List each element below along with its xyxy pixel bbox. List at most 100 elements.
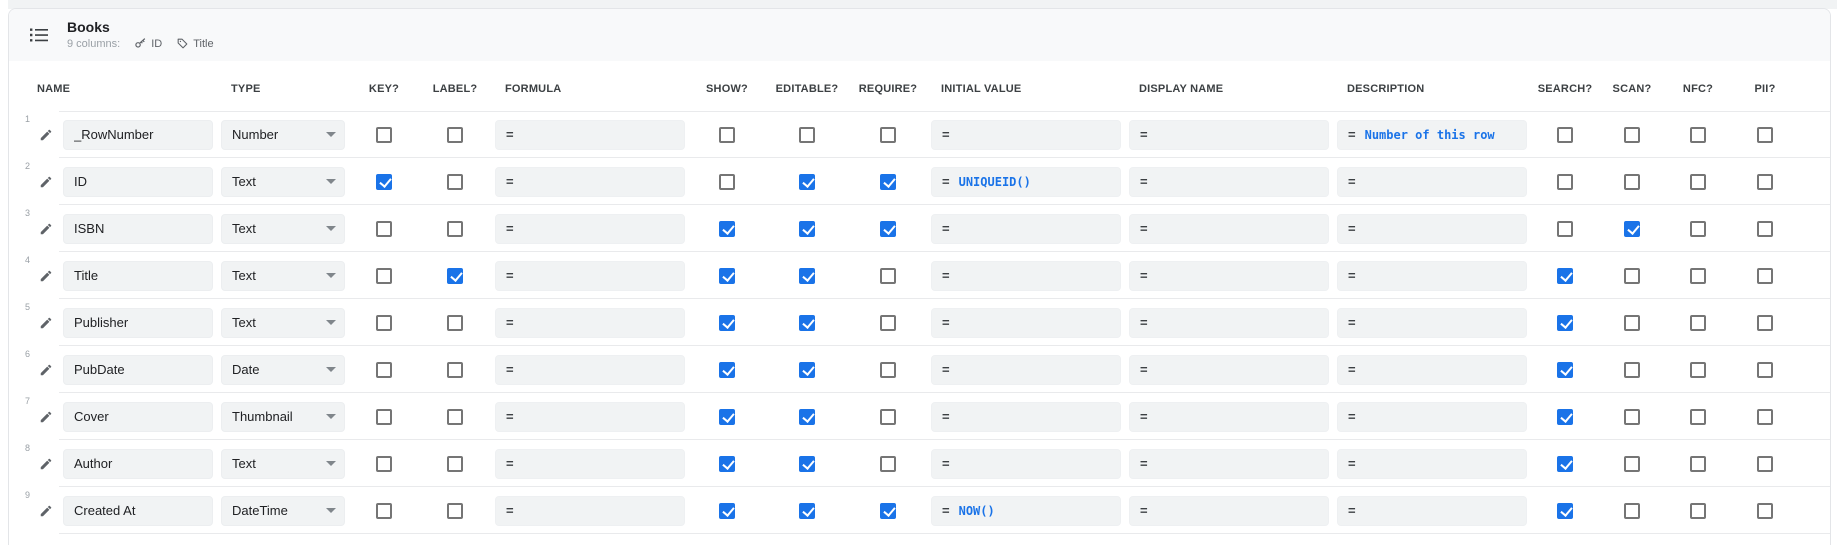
formula-field[interactable]: =	[495, 307, 685, 338]
display-name-field[interactable]: =	[1129, 166, 1329, 197]
checkbox-require[interactable]	[880, 455, 896, 472]
checkbox-scan[interactable]	[1624, 361, 1640, 378]
checkbox-nfc[interactable]	[1690, 267, 1706, 284]
display-name-field[interactable]: =	[1129, 448, 1329, 479]
edit-column-button[interactable]	[39, 503, 55, 519]
type-select[interactable]: Text	[221, 260, 345, 291]
initial-value-field[interactable]: =	[931, 119, 1121, 150]
checkbox-show[interactable]	[719, 502, 735, 519]
checkbox-key[interactable]	[376, 173, 392, 190]
checkbox-search[interactable]	[1557, 361, 1573, 378]
initial-value-field[interactable]: =	[931, 213, 1121, 244]
checkbox-show[interactable]	[719, 408, 735, 425]
checkbox-search[interactable]	[1557, 502, 1573, 519]
type-select[interactable]: Thumbnail	[221, 401, 345, 432]
formula-field[interactable]: =	[495, 260, 685, 291]
description-field[interactable]: =	[1337, 213, 1527, 244]
initial-value-field[interactable]: = UNIQUEID()	[931, 166, 1121, 197]
initial-value-field[interactable]: =	[931, 401, 1121, 432]
name-input[interactable]	[63, 448, 213, 479]
checkbox-pii[interactable]	[1757, 220, 1773, 237]
checkbox-editable[interactable]	[799, 173, 815, 190]
checkbox-show[interactable]	[719, 361, 735, 378]
checkbox-pii[interactable]	[1757, 408, 1773, 425]
checkbox-nfc[interactable]	[1690, 361, 1706, 378]
name-input[interactable]	[63, 401, 213, 432]
checkbox-label[interactable]	[447, 126, 463, 143]
name-input[interactable]	[63, 166, 213, 197]
description-field[interactable]: = Number of this row	[1337, 119, 1527, 150]
initial-value-field[interactable]: =	[931, 260, 1121, 291]
type-select[interactable]: Number	[221, 119, 345, 150]
formula-field[interactable]: =	[495, 448, 685, 479]
checkbox-require[interactable]	[880, 361, 896, 378]
display-name-field[interactable]: =	[1129, 260, 1329, 291]
checkbox-scan[interactable]	[1624, 126, 1640, 143]
description-field[interactable]: =	[1337, 354, 1527, 385]
formula-field[interactable]: =	[495, 166, 685, 197]
formula-field[interactable]: =	[495, 401, 685, 432]
name-input[interactable]	[63, 260, 213, 291]
checkbox-nfc[interactable]	[1690, 314, 1706, 331]
description-field[interactable]: =	[1337, 166, 1527, 197]
checkbox-label[interactable]	[447, 314, 463, 331]
checkbox-key[interactable]	[376, 220, 392, 237]
checkbox-editable[interactable]	[799, 314, 815, 331]
type-select[interactable]: DateTime	[221, 495, 345, 526]
initial-value-field[interactable]: =	[931, 307, 1121, 338]
checkbox-pii[interactable]	[1757, 126, 1773, 143]
type-select[interactable]: Text	[221, 166, 345, 197]
name-input[interactable]	[63, 119, 213, 150]
edit-column-button[interactable]	[39, 409, 55, 425]
checkbox-key[interactable]	[376, 455, 392, 472]
checkbox-pii[interactable]	[1757, 314, 1773, 331]
checkbox-editable[interactable]	[799, 126, 815, 143]
checkbox-editable[interactable]	[799, 455, 815, 472]
checkbox-label[interactable]	[447, 455, 463, 472]
formula-field[interactable]: =	[495, 354, 685, 385]
checkbox-pii[interactable]	[1757, 267, 1773, 284]
checkbox-scan[interactable]	[1624, 220, 1640, 237]
edit-column-button[interactable]	[39, 315, 55, 331]
checkbox-nfc[interactable]	[1690, 455, 1706, 472]
checkbox-scan[interactable]	[1624, 408, 1640, 425]
checkbox-editable[interactable]	[799, 408, 815, 425]
checkbox-key[interactable]	[376, 267, 392, 284]
checkbox-key[interactable]	[376, 314, 392, 331]
initial-value-field[interactable]: =	[931, 448, 1121, 479]
checkbox-label[interactable]	[447, 361, 463, 378]
checkbox-editable[interactable]	[799, 502, 815, 519]
checkbox-scan[interactable]	[1624, 267, 1640, 284]
formula-field[interactable]: =	[495, 495, 685, 526]
edit-column-button[interactable]	[39, 268, 55, 284]
display-name-field[interactable]: =	[1129, 119, 1329, 150]
checkbox-search[interactable]	[1557, 408, 1573, 425]
description-field[interactable]: =	[1337, 495, 1527, 526]
edit-column-button[interactable]	[39, 456, 55, 472]
edit-column-button[interactable]	[39, 221, 55, 237]
checkbox-show[interactable]	[719, 126, 735, 143]
display-name-field[interactable]: =	[1129, 401, 1329, 432]
checkbox-editable[interactable]	[799, 361, 815, 378]
checkbox-label[interactable]	[447, 220, 463, 237]
type-select[interactable]: Text	[221, 213, 345, 244]
checkbox-scan[interactable]	[1624, 455, 1640, 472]
checkbox-label[interactable]	[447, 173, 463, 190]
type-select[interactable]: Text	[221, 307, 345, 338]
checkbox-require[interactable]	[880, 502, 896, 519]
checkbox-scan[interactable]	[1624, 173, 1640, 190]
checkbox-pii[interactable]	[1757, 502, 1773, 519]
checkbox-require[interactable]	[880, 267, 896, 284]
formula-field[interactable]: =	[495, 119, 685, 150]
checkbox-scan[interactable]	[1624, 314, 1640, 331]
checkbox-show[interactable]	[719, 267, 735, 284]
initial-value-field[interactable]: =	[931, 354, 1121, 385]
checkbox-require[interactable]	[880, 173, 896, 190]
checkbox-require[interactable]	[880, 126, 896, 143]
initial-value-field[interactable]: = NOW()	[931, 495, 1121, 526]
checkbox-key[interactable]	[376, 126, 392, 143]
checkbox-nfc[interactable]	[1690, 126, 1706, 143]
checkbox-show[interactable]	[719, 220, 735, 237]
checkbox-nfc[interactable]	[1690, 220, 1706, 237]
checkbox-editable[interactable]	[799, 267, 815, 284]
